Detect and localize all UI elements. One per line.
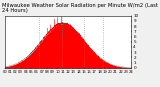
Text: Milwaukee Weather Solar Radiation per Minute W/m2 (Last 24 Hours): Milwaukee Weather Solar Radiation per Mi… [2, 3, 158, 13]
